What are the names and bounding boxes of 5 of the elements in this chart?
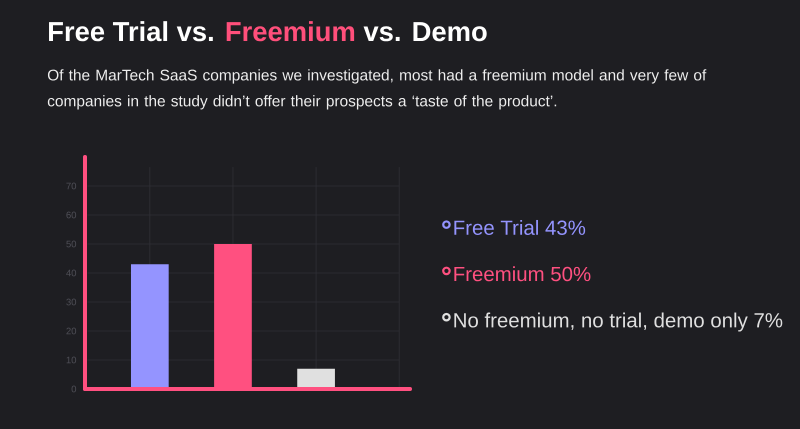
legend-label: No freemium, no trial, demo only 7% xyxy=(454,312,782,332)
legend-label: Freemium 50% xyxy=(454,266,590,282)
chart-subtitle: Of the MarTech SaaS companies we investigated, most had a freemium model and very few of companies in the study didn’t offer their prospects a ‘taste of the product’. xyxy=(48,69,706,110)
legend-label: Free Trial 43% xyxy=(454,220,586,235)
chart-title: Free Trial vs. Freemium vs. Demo xyxy=(49,21,487,42)
